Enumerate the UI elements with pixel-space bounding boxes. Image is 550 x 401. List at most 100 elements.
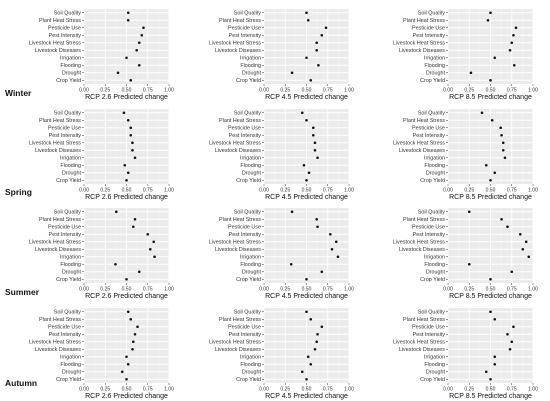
category-label: Livestock Heat Stress: [29, 340, 81, 346]
data-point: [122, 111, 126, 115]
x-tick-label: 1.00: [344, 287, 354, 293]
category-label: Livestock Heat Stress: [29, 41, 81, 47]
data-point: [152, 240, 155, 244]
season-label: Winter: [5, 88, 32, 98]
category-label: Livestock Diseases: [215, 347, 261, 353]
category-label: Livestock Heat Stress: [209, 240, 261, 246]
x-axis-label: RCP 4.5 Predicted change: [265, 393, 348, 400]
data-point: [315, 41, 319, 45]
data-point: [493, 56, 497, 60]
data-point: [316, 156, 319, 160]
data-point: [137, 270, 141, 274]
category-label: Plant Heat Stress: [403, 118, 445, 124]
data-point: [309, 362, 313, 366]
data-point: [120, 370, 124, 374]
data-point: [125, 355, 128, 359]
x-tick-label: 0.25: [280, 387, 290, 393]
x-tick-label: 0.00: [443, 287, 453, 293]
data-point: [306, 355, 310, 359]
category-label: Flooding: [60, 362, 81, 368]
category-label: Livestock Heat Stress: [393, 41, 445, 47]
x-tick-label: 0.25: [464, 387, 474, 393]
data-point: [486, 18, 490, 22]
data-point: [489, 310, 492, 314]
x-tick-label: 0.00: [79, 287, 89, 293]
data-point: [131, 148, 134, 152]
data-point: [146, 232, 150, 236]
x-tick-label: 0.50: [486, 387, 496, 393]
data-point: [508, 48, 512, 52]
season-label: Summer: [5, 287, 40, 297]
category-label: Pesticide Use: [412, 26, 445, 32]
category-label: Drought: [242, 171, 262, 177]
x-tick-label: 0.00: [79, 387, 89, 393]
category-label: Flooding: [60, 163, 81, 169]
data-point: [501, 148, 505, 152]
category-label: Pest Intensity: [229, 332, 262, 338]
category-label: Livestock Diseases: [215, 48, 261, 54]
data-point: [133, 156, 137, 160]
category-label: Soil Quality: [234, 310, 262, 316]
category-label: Livestock Heat Stress: [29, 141, 81, 147]
x-tick-label: 0.25: [280, 88, 290, 94]
category-label: Pest Intensity: [49, 232, 82, 238]
data-point: [320, 325, 324, 329]
data-point: [137, 63, 141, 67]
data-point: [114, 262, 117, 266]
data-point: [129, 317, 133, 321]
data-point: [126, 11, 130, 15]
data-point: [129, 78, 133, 82]
x-tick-label: 0.75: [323, 387, 333, 393]
x-axis-label: RCP 4.5 Predicted change: [265, 293, 348, 300]
data-point: [501, 141, 505, 145]
x-tick-label: 0.75: [507, 188, 517, 194]
x-tick-label: 0.00: [443, 88, 453, 94]
category-label: Pest Intensity: [413, 332, 446, 338]
x-tick-label: 1.00: [344, 188, 354, 194]
data-point: [324, 26, 328, 30]
x-tick-label: 1.00: [528, 287, 538, 293]
data-point: [305, 118, 308, 122]
category-label: Plant Heat Stress: [39, 18, 81, 24]
category-label: Pesticide Use: [48, 325, 81, 331]
data-point: [317, 63, 320, 67]
category-label: Soil Quality: [234, 210, 262, 216]
category-label: Livestock Diseases: [399, 347, 445, 353]
category-label: Livestock Diseases: [215, 247, 261, 253]
category-label: Plant Heat Stress: [219, 18, 261, 24]
category-label: Drought: [426, 71, 446, 77]
data-point: [133, 332, 137, 336]
data-point: [123, 163, 127, 167]
data-point: [129, 133, 133, 137]
data-point: [512, 325, 515, 329]
x-tick-label: 1.00: [344, 387, 354, 393]
category-label: Plant Heat Stress: [39, 118, 81, 124]
category-label: Irrigation: [60, 255, 81, 261]
x-tick-label: 0.00: [443, 387, 453, 393]
category-label: Pest Intensity: [49, 133, 82, 139]
category-label: Plant Heat Stress: [403, 217, 445, 223]
category-label: Drought: [426, 171, 446, 177]
category-label: Crop Yield: [56, 277, 81, 283]
data-point: [309, 78, 313, 82]
category-label: Irrigation: [240, 156, 261, 162]
x-tick-label: 1.00: [528, 387, 538, 393]
category-label: Flooding: [60, 63, 81, 69]
data-point: [116, 71, 120, 75]
category-label: Pesticide Use: [228, 225, 261, 231]
category-label: Crop Yield: [56, 377, 81, 383]
data-point: [489, 78, 492, 82]
category-label: Soil Quality: [418, 111, 446, 117]
data-point: [493, 171, 497, 175]
category-label: Livestock Heat Stress: [393, 340, 445, 346]
data-point: [484, 163, 488, 167]
data-point: [129, 126, 133, 130]
x-tick-label: 0.50: [302, 188, 312, 194]
x-axis-label: RCP 4.5 Predicted change: [265, 194, 348, 201]
x-tick-label: 0.75: [143, 88, 153, 94]
x-tick-label: 0.25: [280, 287, 290, 293]
x-tick-label: 0.50: [122, 387, 132, 393]
x-tick-label: 0.50: [486, 188, 496, 194]
category-label: Crop Yield: [236, 178, 261, 184]
data-point: [469, 71, 473, 75]
